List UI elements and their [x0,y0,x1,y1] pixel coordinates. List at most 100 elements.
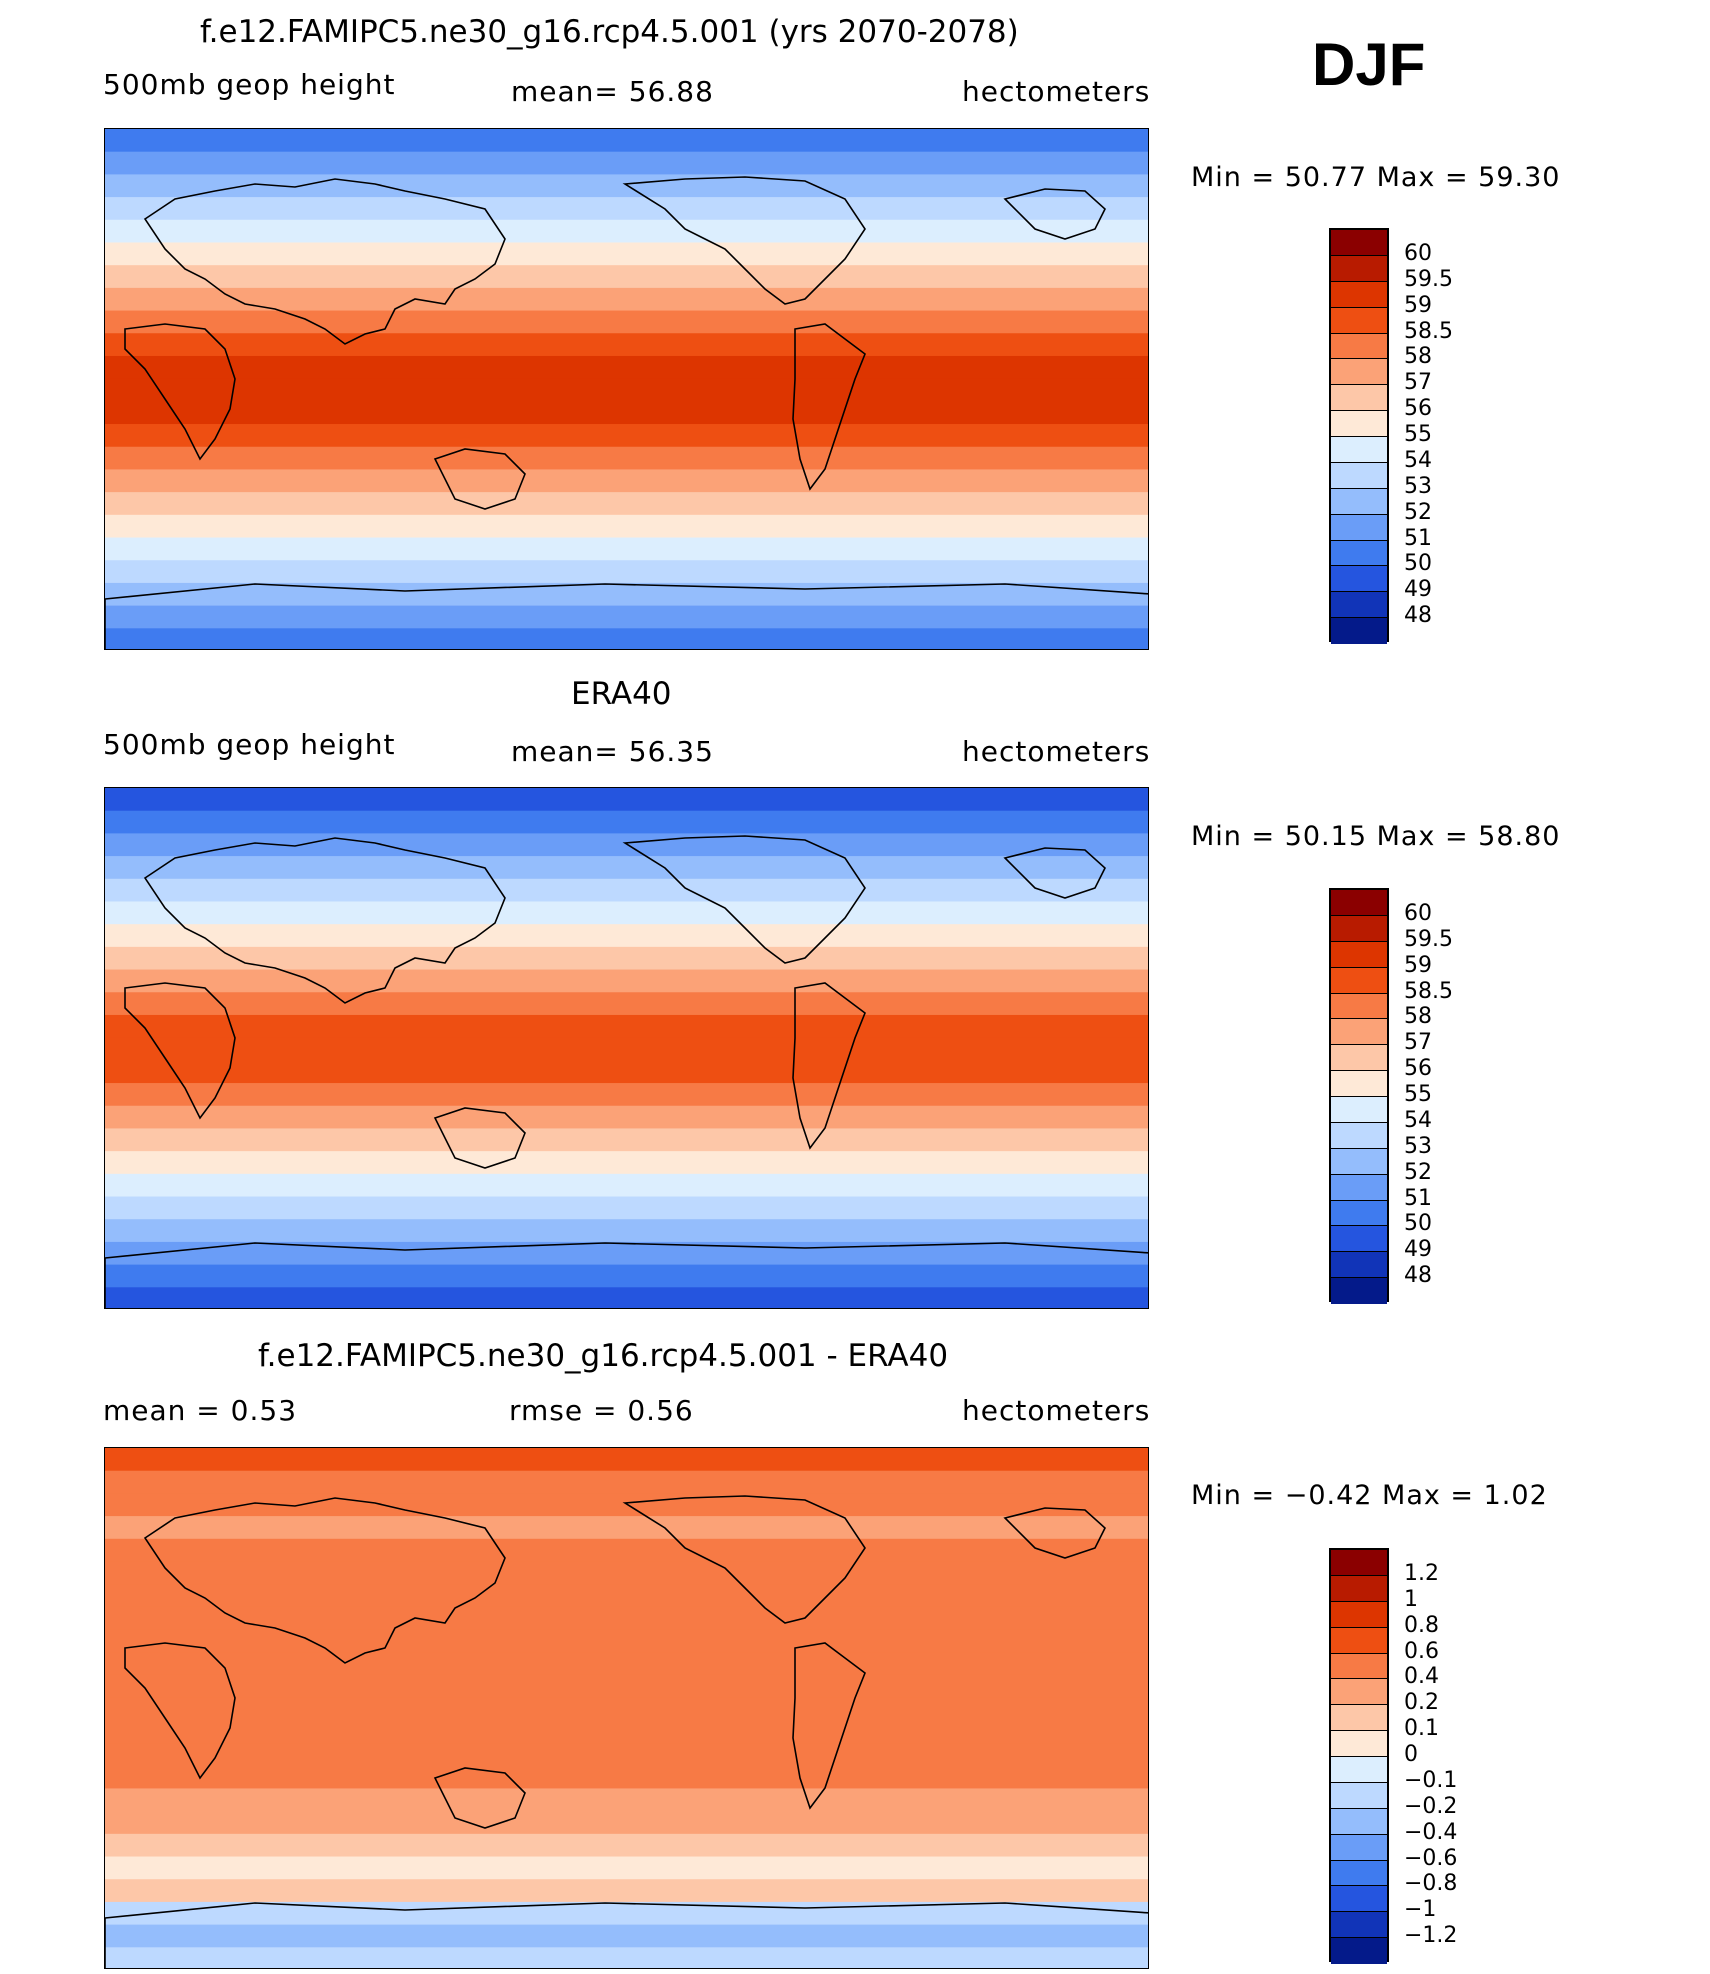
contour-band [105,333,1148,357]
coastline [143,1497,506,1664]
contour-band [105,628,1148,649]
colorbar-label: −1.2 [1404,1923,1458,1949]
colorbar-swatch [1331,1200,1387,1227]
colorbar-label: 57 [1404,1030,1432,1056]
contour-band [105,788,1148,812]
colorbar-swatch [1331,1071,1387,1097]
colorbar-swatch [1331,307,1387,334]
colorbar-swatch [1331,1860,1387,1887]
colorbar-label: 0.1 [1404,1716,1439,1742]
colorbar-swatch [1331,1601,1387,1628]
contour-band [105,1697,1148,1722]
colorbar-label: 59.5 [1404,266,1453,292]
contour-band [105,1720,1148,1745]
panel2-colorbar [1329,888,1389,1304]
colorbar-label: 0.6 [1404,1638,1439,1664]
contour-band [105,605,1148,630]
colorbar-swatch [1331,967,1387,994]
colorbar-swatch [1331,411,1387,437]
colorbar-label: 56 [1404,396,1432,422]
colorbar-swatch [1331,1226,1387,1253]
contour-band [105,197,1148,221]
colorbar-swatch [1331,1575,1387,1602]
colorbar-label: 48 [1404,1263,1432,1289]
contour-band [105,1924,1148,1949]
colorbar-label: 51 [1404,525,1432,551]
contour-band [105,514,1148,539]
contour-band [105,1151,1148,1175]
contour-band [105,1037,1148,1062]
coastline [792,982,866,1150]
contour-band [105,946,1148,971]
colorbar-swatch [1331,890,1387,916]
contour-band [105,1879,1148,1903]
panel2-min-max: Min = 50.15 Max = 58.80 [1191,821,1561,852]
coastline [1003,847,1106,899]
panel3-rmse-label: rmse = 0.56 [509,1394,694,1427]
panel2-map [104,787,1149,1309]
panel3-mean-label: mean = 0.53 [103,1394,298,1427]
contour-band [105,1947,1148,1968]
panel1-min-max: Min = 50.77 Max = 59.30 [1191,162,1561,193]
colorbar-swatch [1331,514,1387,541]
colorbar-label: −0.8 [1404,1871,1458,1897]
contour-band [105,1561,1148,1586]
colorbar-label: 55 [1404,422,1432,447]
colorbar-swatch [1331,1886,1387,1913]
colorbar-swatch [1331,618,1387,644]
colorbar-swatch [1331,230,1387,256]
colorbar-swatch [1331,462,1387,489]
coastline [143,837,506,1004]
colorbar-label: 53 [1404,473,1432,499]
map-svg [105,1448,1148,1968]
panel3-units-label: hectometers [962,1394,1151,1427]
coastline [124,1642,236,1780]
panel2-variable-label: 500mb geop height [103,728,396,761]
colorbar-swatch [1331,488,1387,515]
panel1-colorbar [1329,228,1389,644]
coastline [622,835,866,964]
colorbar-label: 58 [1404,1004,1432,1030]
colorbar-swatch [1331,1705,1387,1732]
colorbar-label: 52 [1404,1159,1432,1185]
panel2-title: ERA40 [571,676,672,712]
colorbar-swatch [1331,1097,1387,1123]
contour-band [105,1241,1148,1266]
contour-band [105,1788,1148,1813]
coastline [105,1242,1148,1308]
contour-band [105,901,1148,926]
contour-band [105,219,1148,244]
colorbar-swatch [1331,1019,1387,1046]
colorbar-label: 56 [1404,1056,1432,1082]
colorbar-label: 59 [1404,292,1432,318]
panel3-title: f.e12.FAMIPC5.ne30_g16.rcp4.5.001 - ERA4… [258,1338,949,1374]
colorbar-swatch [1331,1627,1387,1654]
coastline [622,176,866,305]
contour-band [105,1219,1148,1243]
contour-band [105,446,1148,471]
colorbar-swatch [1331,1278,1387,1304]
panel1-mean-label: mean= 56.88 [511,75,714,108]
colorbar-swatch [1331,1731,1387,1757]
coastline [433,1107,526,1169]
contour-band [105,810,1148,835]
contour-band [105,174,1148,199]
coastline [433,448,526,510]
colorbar-label: −0.4 [1404,1819,1458,1845]
coastline [105,583,1148,649]
coastline [1003,188,1106,240]
coastline [792,323,866,491]
colorbar-label: −1 [1404,1897,1437,1923]
colorbar-label: 49 [1404,1237,1432,1263]
map-svg [105,129,1148,649]
colorbar-label: 50 [1404,551,1432,577]
colorbar-swatch [1331,1679,1387,1706]
contour-band [105,1060,1148,1085]
contour-band [105,1584,1148,1608]
contour-band [105,537,1148,562]
colorbar-swatch [1331,281,1387,308]
coastline [105,1902,1148,1968]
contour-band [105,1128,1148,1153]
contour-band [105,1105,1148,1130]
contour-band [105,265,1148,289]
